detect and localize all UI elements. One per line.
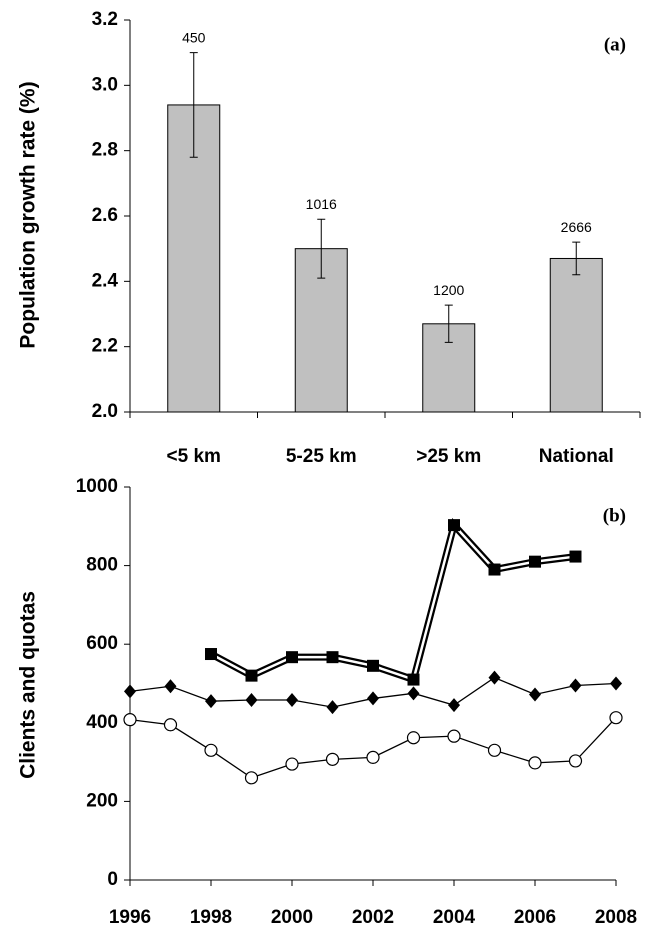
x-tick-label: 2008 [595,907,637,928]
x-tick-label: <5 km [167,446,221,467]
marker [569,678,582,693]
marker [610,676,622,691]
y-tick-label: 3.2 [92,9,118,30]
bar [549,257,603,413]
y-tick-label: 400 [86,712,118,733]
y-tick-label: 2.0 [92,401,118,422]
y-tick-label: 800 [86,555,118,576]
series-line [129,717,617,779]
marker [448,698,460,713]
marker [124,684,136,699]
x-tick-label: 1998 [190,907,232,928]
panel-label: (a) [604,34,626,55]
y-axis-title: Clients and quotas [17,591,40,779]
marker [528,756,542,770]
y-axis-title: Population growth rate (%) [17,81,40,348]
marker [286,693,298,708]
x-tick-label: 2004 [433,907,476,928]
marker [488,670,501,685]
marker [326,651,339,664]
y-tick-label: 600 [86,633,118,654]
marker [204,743,218,757]
sample-size-label: 1200 [433,282,464,298]
error-bar [189,52,198,158]
y-tick-label: 0 [107,869,118,890]
marker [487,743,502,757]
marker [529,555,541,568]
y-tick-label: 2.4 [92,270,119,291]
marker [123,713,137,727]
marker [447,729,461,743]
x-tick-label: 2006 [514,907,556,928]
y-tick-label: 1000 [76,476,118,497]
marker [609,711,623,725]
marker [286,651,298,664]
marker [448,519,460,532]
marker [367,659,379,672]
series-line-inner [210,522,576,682]
x-tick-label: 2000 [271,907,313,928]
marker [569,550,582,563]
x-tick-label: >25 km [416,446,481,467]
marker [366,750,380,764]
y-tick-label: 2.6 [92,205,118,226]
marker [164,679,177,694]
y-tick-label: 3.0 [92,74,118,95]
x-tick-label: 1996 [109,907,151,928]
x-tick-label: 5-25 km [286,446,357,467]
marker [205,648,217,661]
marker [568,754,583,768]
error-bar [444,304,453,343]
marker [325,752,340,766]
marker [367,691,379,706]
series-line [209,518,576,685]
y-tick-label: 2.8 [92,140,118,161]
sample-size-label: 2666 [561,219,592,235]
sample-size-label: 1016 [306,196,337,212]
marker [163,718,178,732]
marker [407,686,420,701]
panel-label: (b) [603,505,626,526]
marker [406,731,421,745]
marker [245,693,258,708]
marker [285,757,299,771]
y-tick-label: 2.2 [92,336,118,357]
sample-size-label: 450 [182,29,206,45]
marker [529,687,541,702]
marker [326,700,339,715]
marker [488,563,501,576]
marker [245,669,258,682]
marker [244,771,259,785]
x-tick-label: 2002 [352,907,394,928]
error-bar [317,218,326,279]
y-tick-label: 200 [86,790,118,811]
marker [205,694,217,709]
error-bar [572,241,581,276]
x-tick-label: National [539,446,614,467]
marker [407,673,420,686]
